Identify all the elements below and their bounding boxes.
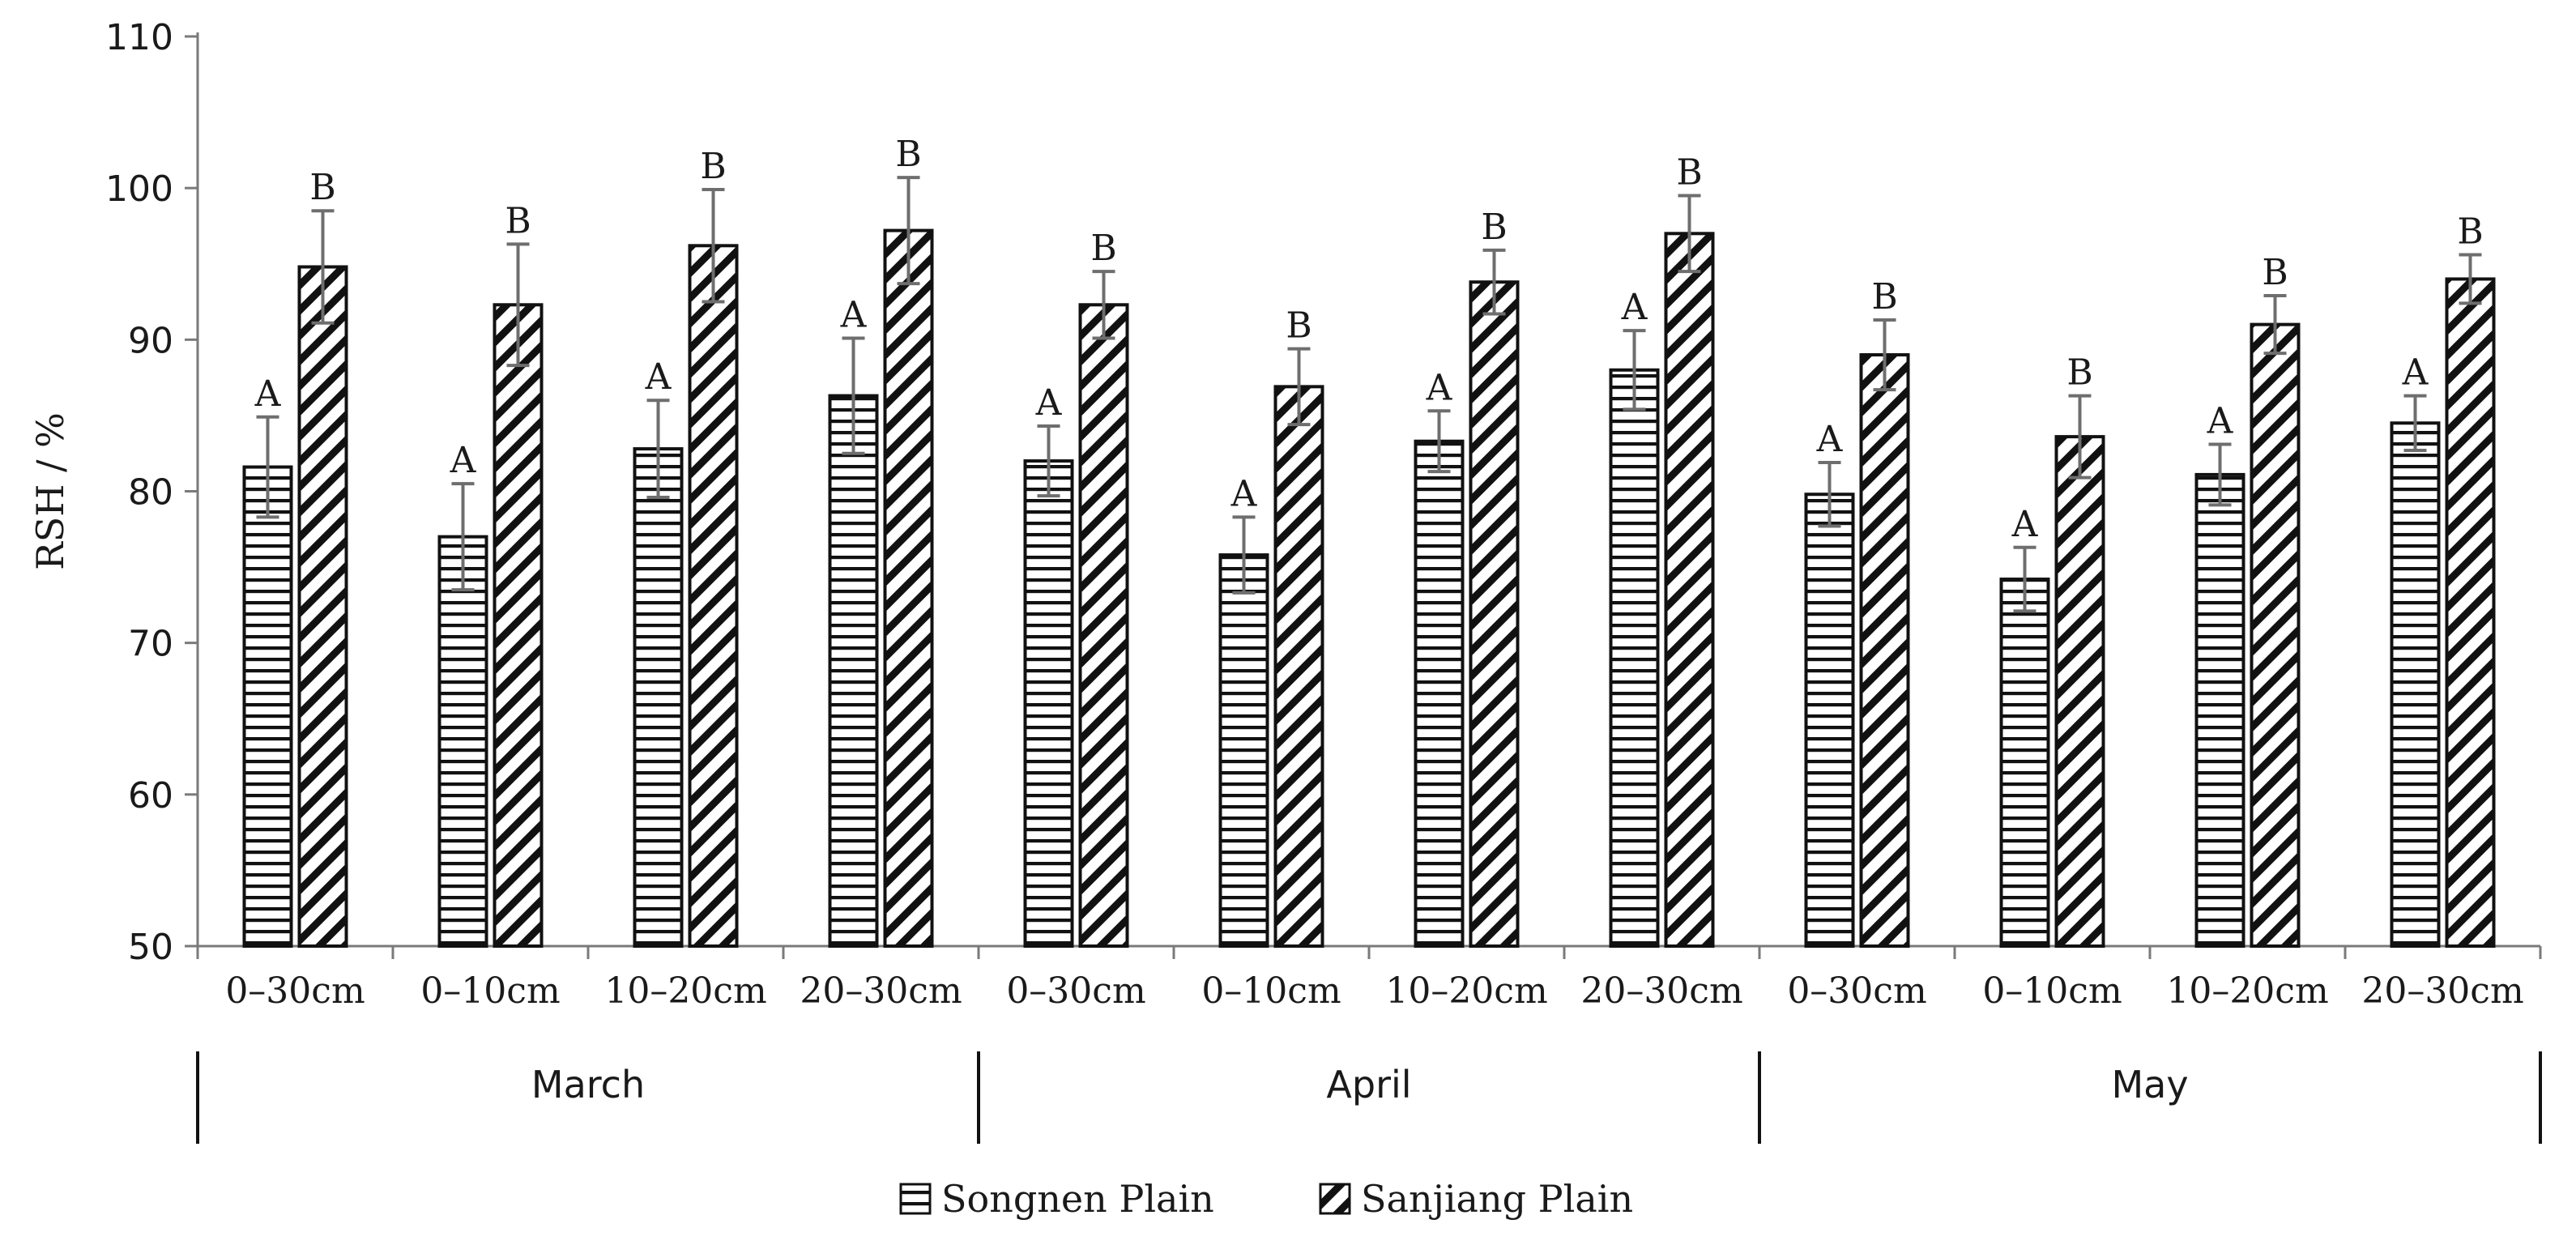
bar-sanjiang-plain (2445, 277, 2496, 948)
bar-sanjiang-plain (493, 303, 544, 949)
significance-label: B (1090, 228, 1116, 269)
bar-songnen-plain (1999, 578, 2050, 948)
x-category-label: 20–30cm (1580, 970, 1742, 1012)
bar-sanjiang-plain (688, 244, 739, 949)
significance-label: A (1230, 473, 1258, 514)
significance-label: B (1286, 305, 1311, 347)
significance-label: B (505, 200, 531, 241)
significance-label: B (895, 134, 921, 175)
bar-songnen-plain (1218, 553, 1269, 948)
x-category-label: 0–10cm (420, 970, 560, 1012)
y-tick-label: 70 (128, 624, 173, 665)
bar-songnen-plain (633, 447, 684, 948)
significance-label: A (2402, 352, 2429, 394)
significance-label: A (2207, 400, 2234, 441)
bar-songnen-plain (1609, 368, 1660, 948)
significance-label: B (700, 146, 726, 187)
significance-label: B (2066, 352, 2092, 394)
y-tick-label: 80 (128, 472, 173, 514)
x-category-label: 20–30cm (800, 970, 962, 1012)
bar-sanjiang-plain (1469, 280, 1520, 948)
x-category-label: 10–20cm (604, 970, 766, 1012)
group-label: March (531, 1063, 645, 1106)
legend-swatch-songnen-plain (899, 1183, 932, 1215)
y-tick-label: 110 (105, 17, 173, 58)
significance-label: A (1816, 419, 1844, 460)
bar-sanjiang-plain (2054, 435, 2105, 948)
significance-label: B (309, 167, 335, 208)
bar-sanjiang-plain (1859, 353, 1910, 948)
x-category-label: 20–30cm (2361, 970, 2523, 1012)
bar-sanjiang-plain (2250, 322, 2301, 949)
significance-label: A (2011, 504, 2039, 545)
y-tick-label: 100 (105, 168, 173, 210)
significance-label: B (1871, 276, 1897, 318)
bar-songnen-plain (2390, 421, 2441, 948)
bar-songnen-plain (1804, 492, 1855, 948)
significance-label: A (645, 356, 672, 398)
group-label: April (1326, 1063, 1411, 1106)
x-category-label: 10–20cm (2166, 970, 2328, 1012)
legend: Songnen Plain Sanjiang Plain (899, 1177, 1633, 1221)
bar-sanjiang-plain (297, 265, 348, 948)
x-category-label: 0–10cm (1201, 970, 1341, 1012)
bar-songnen-plain (828, 394, 879, 948)
significance-label: A (450, 440, 477, 481)
bar-sanjiang-plain (1273, 385, 1324, 949)
y-axis-title: RSH / % (28, 412, 72, 570)
bar-songnen-plain (242, 465, 293, 948)
legend-label-songnen-plain: Songnen Plain (941, 1177, 1214, 1221)
bar-songnen-plain (1414, 439, 1465, 948)
x-category-label: 0–30cm (1006, 970, 1145, 1012)
legend-swatch-sanjiang-plain (1319, 1183, 1351, 1215)
y-tick-label: 50 (128, 927, 173, 968)
y-tick-label: 90 (128, 320, 173, 361)
axes-layer: 50 60 70 80 90 100 110 RSH / % (28, 17, 2542, 1144)
significance-label: A (1035, 382, 1063, 424)
significance-label: A (840, 294, 868, 335)
group-label: May (2111, 1063, 2188, 1106)
significance-label: B (1676, 152, 1702, 194)
y-tick-label: 60 (128, 775, 173, 816)
bar-sanjiang-plain (1078, 303, 1129, 949)
x-category-label: 0–30cm (1787, 970, 1926, 1012)
bar-sanjiang-plain (1664, 232, 1715, 949)
bar-songnen-plain (1023, 459, 1074, 948)
significance-label: A (1426, 367, 1453, 408)
bar-sanjiang-plain (883, 228, 934, 949)
significance-label: B (2457, 211, 2483, 253)
bar-songnen-plain (2194, 472, 2245, 948)
x-category-label: 10–20cm (1385, 970, 1547, 1012)
significance-label: B (1481, 207, 1507, 248)
significance-label: A (254, 373, 282, 415)
x-category-label: 0–30cm (225, 970, 365, 1012)
x-category-label: 0–10cm (1982, 970, 2122, 1012)
labels-layer: 0–30cm 0–10cm 10–20cm 20–30cm 0–30cm 0–10cm 10… (225, 134, 2523, 1106)
significance-label: B (2262, 252, 2288, 293)
bar-songnen-plain (437, 535, 488, 949)
bars-layer (242, 176, 2496, 949)
legend-label-sanjiang-plain: Sanjiang Plain (1361, 1177, 1633, 1221)
significance-label: A (1621, 287, 1648, 328)
